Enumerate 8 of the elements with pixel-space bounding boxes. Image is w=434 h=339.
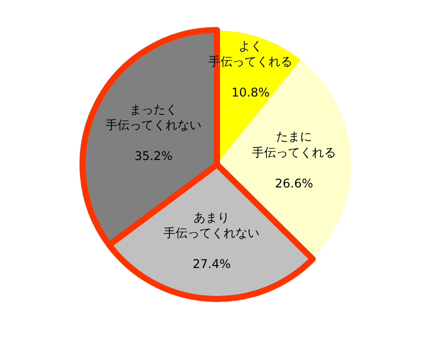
data-label: 10.8% [232,86,270,100]
data-label: 26.6% [275,176,314,191]
slice-label: まったく手伝ってくれない [106,102,202,132]
slice-label: あまり手伝ってくれない [164,210,260,240]
data-label: 35.2% [134,149,173,164]
data-label: 27.4% [192,257,231,272]
slice-label: たまに手伝ってくれる [252,130,336,160]
slice-label: よく手伝ってくれる [208,38,293,69]
